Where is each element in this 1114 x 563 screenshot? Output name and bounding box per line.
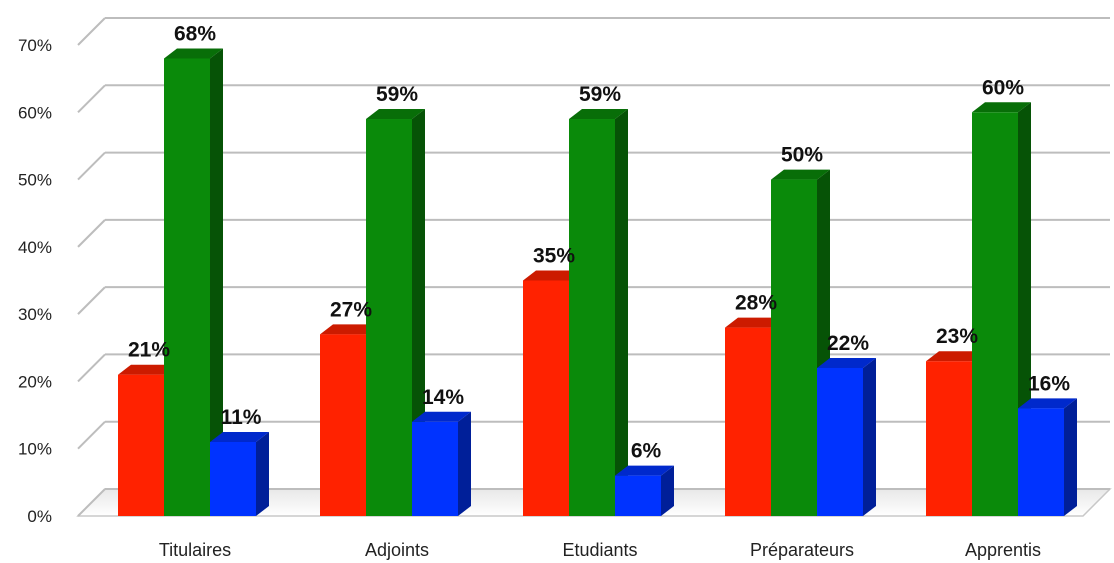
data-label: 14% xyxy=(422,386,464,409)
bar-side xyxy=(210,48,223,516)
data-label: 60% xyxy=(982,76,1024,99)
bar xyxy=(412,411,471,516)
bar-front xyxy=(164,58,210,516)
x-tick-label: Etudiants xyxy=(562,540,637,560)
bar-side xyxy=(256,431,269,516)
bar-front xyxy=(926,361,972,516)
bar-top xyxy=(725,317,784,328)
bar-top xyxy=(972,102,1031,113)
bar xyxy=(366,109,425,516)
bar-top xyxy=(1018,398,1077,409)
bar-top xyxy=(523,270,582,281)
bar-top xyxy=(569,109,628,120)
gridline-depth xyxy=(77,353,106,383)
gridline-depth xyxy=(77,17,106,46)
bar xyxy=(569,109,628,516)
bar-front xyxy=(972,112,1018,517)
x-tick-label: Apprentis xyxy=(965,540,1041,560)
data-label: 23% xyxy=(936,325,978,348)
bar xyxy=(615,465,674,516)
y-tick-label: 40% xyxy=(18,238,52,257)
data-label: 68% xyxy=(174,22,216,45)
axes: 0% 10% 20% 30% 40% 50% 60% 70% Titulaires Adjoint… xyxy=(18,36,1041,560)
y-tick-label: 20% xyxy=(18,372,52,391)
bar-top xyxy=(320,324,379,335)
bar-front xyxy=(366,119,412,516)
bar-front xyxy=(523,280,569,516)
bar-side xyxy=(615,109,628,516)
gridline-depth xyxy=(77,219,106,248)
bar-front xyxy=(210,441,256,516)
data-label: 35% xyxy=(533,245,575,268)
bar-top xyxy=(164,48,223,59)
y-tick-label: 60% xyxy=(18,103,52,122)
bar-side xyxy=(458,411,471,516)
bar-top xyxy=(817,357,876,368)
bar-front xyxy=(771,179,817,517)
gridline-depth xyxy=(77,488,106,517)
bar xyxy=(817,357,876,516)
bar-front xyxy=(320,334,366,516)
bar-side xyxy=(661,465,674,516)
bar-top xyxy=(210,431,269,442)
x-tick-label: Préparateurs xyxy=(750,540,854,560)
bar xyxy=(1018,398,1077,516)
data-label: 28% xyxy=(735,292,777,315)
bar-front xyxy=(817,367,863,516)
bar-top xyxy=(615,465,674,476)
gridline-depth xyxy=(77,84,106,113)
data-label: 11% xyxy=(221,406,262,429)
data-labels: 21% 68% 11% 27% 59% 14% 35% 59% 6% 28% 50% 22% 23% 60… xyxy=(128,22,1070,462)
data-label: 50% xyxy=(781,144,823,167)
bar-top xyxy=(366,109,425,120)
bar-side xyxy=(412,109,425,516)
bar-top xyxy=(771,169,830,180)
bar xyxy=(210,431,269,516)
data-label: 27% xyxy=(330,298,372,321)
gridline-depth xyxy=(77,151,106,181)
bar-side xyxy=(863,357,876,516)
bars xyxy=(118,48,1077,517)
data-label: 21% xyxy=(128,339,170,362)
data-label: 6% xyxy=(631,440,662,463)
y-tick-label: 0% xyxy=(27,507,52,526)
bar-front xyxy=(1018,408,1064,516)
y-tick-label: 10% xyxy=(18,440,52,459)
bar-front xyxy=(118,374,164,516)
y-tick-label: 50% xyxy=(18,171,52,190)
data-label: 22% xyxy=(827,332,869,355)
y-tick-label: 70% xyxy=(18,36,52,55)
data-label: 59% xyxy=(579,83,621,106)
bar xyxy=(164,48,223,516)
gridline-depth xyxy=(77,286,106,315)
bar-front xyxy=(615,475,661,516)
bar-top xyxy=(118,364,177,375)
gridline-depth xyxy=(77,421,106,450)
data-label: 59% xyxy=(376,83,418,106)
data-label: 16% xyxy=(1028,372,1070,395)
bar-front xyxy=(725,327,771,516)
bar-side xyxy=(1064,398,1077,516)
bar-front xyxy=(569,119,615,516)
x-tick-label: Adjoints xyxy=(365,540,429,560)
bar-top xyxy=(926,351,985,362)
bar-top xyxy=(412,411,471,422)
y-tick-label: 30% xyxy=(18,305,52,324)
bar-front xyxy=(412,421,458,516)
x-tick-label: Titulaires xyxy=(159,540,231,560)
